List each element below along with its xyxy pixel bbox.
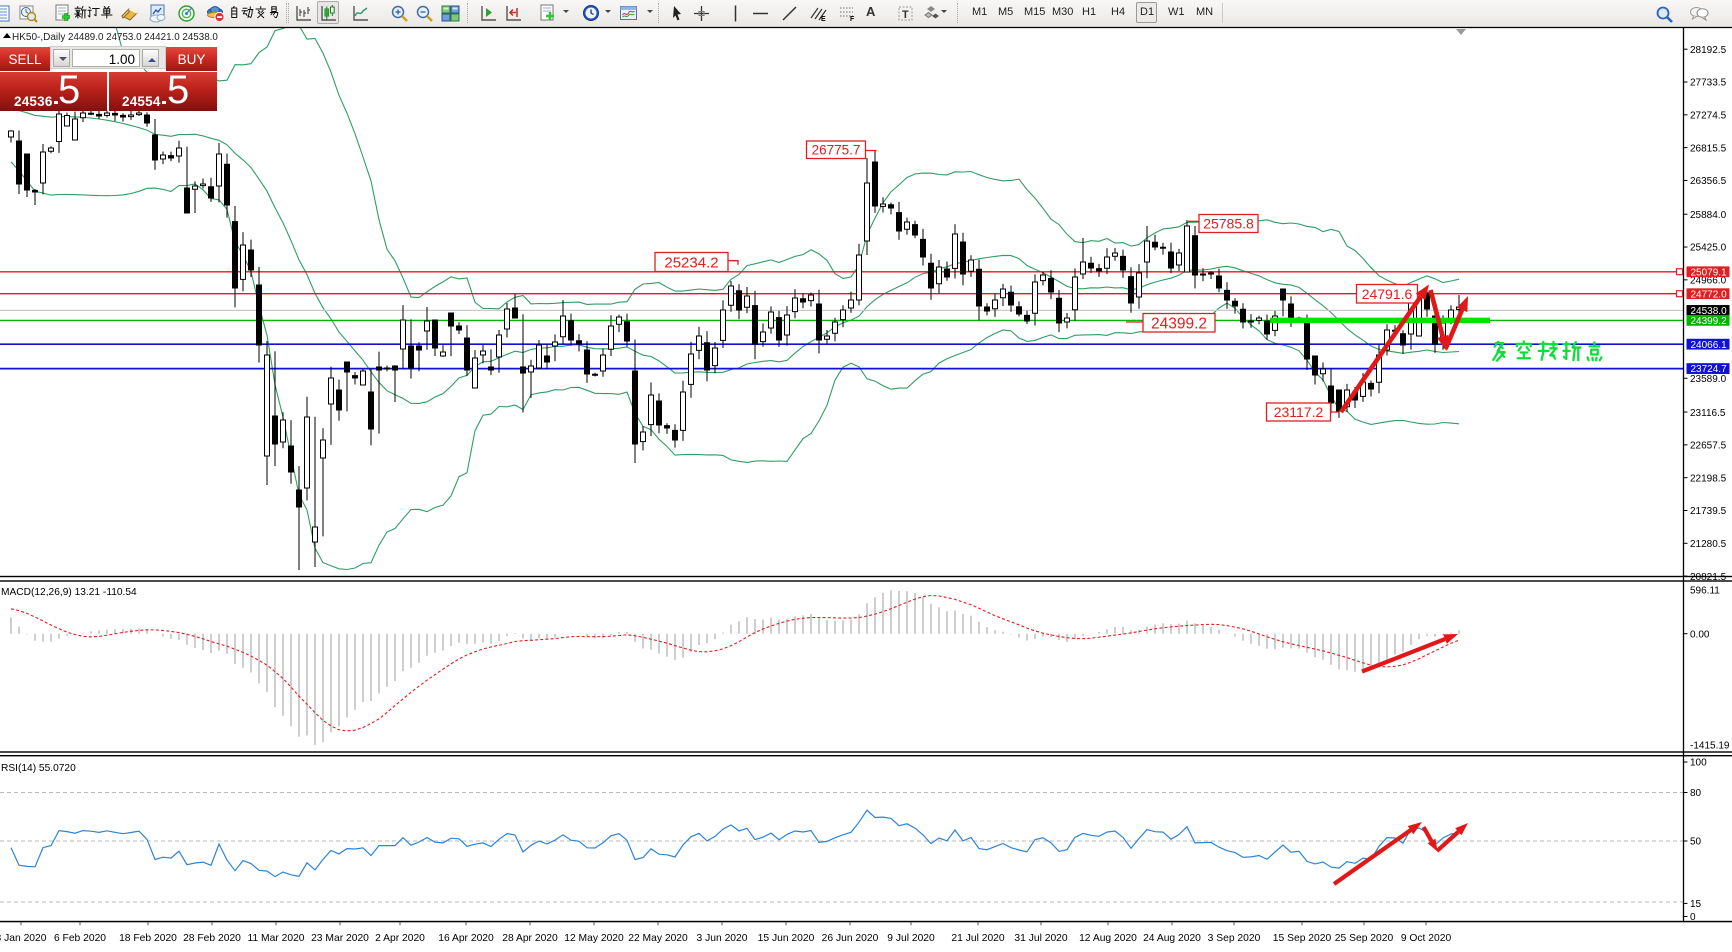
svg-text:20821.5: 20821.5 [1690,572,1727,583]
svg-text:25785.8: 25785.8 [1203,216,1254,232]
svg-text:22 May 2020: 22 May 2020 [628,933,688,944]
svg-text:3 Jun 2020: 3 Jun 2020 [697,933,748,944]
svg-text:24 Aug 2020: 24 Aug 2020 [1143,933,1201,944]
svg-text:31 Jul 2020: 31 Jul 2020 [1014,933,1068,944]
svg-text:RSI(14) 55.0720: RSI(14) 55.0720 [1,763,76,774]
svg-text:9 Jul 2020: 9 Jul 2020 [887,933,935,944]
svg-text:23 Mar 2020: 23 Mar 2020 [311,933,369,944]
svg-text:21 Jul 2020: 21 Jul 2020 [951,933,1005,944]
svg-text:-1415.19: -1415.19 [1690,741,1730,752]
svg-text:26775.7: 26775.7 [812,143,861,158]
svg-text:100: 100 [1690,758,1707,769]
svg-text:23589.0: 23589.0 [1690,374,1727,385]
svg-text:28 Apr 2020: 28 Apr 2020 [502,933,558,944]
svg-text:25234.2: 25234.2 [664,254,718,271]
svg-text:15: 15 [1690,899,1702,910]
svg-text:24538.0: 24538.0 [1691,306,1728,317]
svg-text:0: 0 [1690,912,1696,923]
svg-text:MACD(12,26,9) 13.21 -110.54: MACD(12,26,9) 13.21 -110.54 [1,587,137,598]
svg-text:28 Feb 2020: 28 Feb 2020 [183,933,241,944]
svg-text:12 Aug 2020: 12 Aug 2020 [1079,933,1137,944]
svg-text:24772.0: 24772.0 [1691,289,1728,300]
svg-text:11 Mar 2020: 11 Mar 2020 [247,933,304,944]
svg-text:E: E [821,16,826,23]
svg-text:21280.5: 21280.5 [1690,539,1727,550]
svg-text:2 Apr 2020: 2 Apr 2020 [375,933,425,944]
svg-text:80: 80 [1690,788,1702,799]
svg-text:596.11: 596.11 [1690,586,1720,597]
svg-text:24791.6: 24791.6 [1362,286,1413,302]
svg-text:24966.0: 24966.0 [1690,276,1727,287]
svg-text:HK50-,Daily: HK50-,Daily [12,32,65,43]
svg-text:26356.5: 26356.5 [1690,176,1727,187]
svg-text:24066.1: 24066.1 [1691,340,1728,351]
svg-text:27274.5: 27274.5 [1690,111,1727,122]
svg-text:24489.0 24753.0 24421.0 24538.: 24489.0 24753.0 24421.0 24538.0 [68,32,218,43]
svg-text:23116.5: 23116.5 [1690,408,1726,419]
svg-text:25 Sep 2020: 25 Sep 2020 [1335,933,1394,944]
svg-text:3 Sep 2020: 3 Sep 2020 [1208,933,1261,944]
svg-text:25884.0: 25884.0 [1690,210,1727,221]
svg-text:23117.2: 23117.2 [1274,404,1324,420]
svg-text:F: F [850,16,855,23]
svg-text:28192.5: 28192.5 [1690,45,1727,56]
svg-text:22198.5: 22198.5 [1690,473,1727,484]
svg-text:12 May 2020: 12 May 2020 [564,933,624,944]
svg-text:22657.5: 22657.5 [1690,441,1727,452]
svg-text:50: 50 [1690,837,1702,848]
svg-text:23724.7: 23724.7 [1691,364,1728,375]
svg-text:15 Jun 2020: 15 Jun 2020 [758,933,815,944]
svg-text:26 Jun 2020: 26 Jun 2020 [822,933,879,944]
svg-text:18 Feb 2020: 18 Feb 2020 [119,933,177,944]
svg-text:9 Oct 2020: 9 Oct 2020 [1401,933,1452,944]
svg-text:24399.2: 24399.2 [1691,316,1728,327]
svg-text:15 Sep 2020: 15 Sep 2020 [1273,933,1332,944]
svg-text:T: T [902,9,909,21]
svg-text:27733.5: 27733.5 [1690,78,1727,89]
svg-text:16 Apr 2020: 16 Apr 2020 [438,933,494,944]
svg-text:6 Feb 2020: 6 Feb 2020 [54,933,106,944]
svg-text:21739.5: 21739.5 [1690,506,1727,517]
svg-text:25079.1: 25079.1 [1691,267,1728,278]
svg-text:0.00: 0.00 [1690,630,1710,641]
svg-text:26815.5: 26815.5 [1690,143,1727,154]
svg-text:24399.2: 24399.2 [1151,315,1207,332]
svg-text:3 Jan 2020: 3 Jan 2020 [0,933,47,944]
svg-text:25425.0: 25425.0 [1690,243,1727,254]
